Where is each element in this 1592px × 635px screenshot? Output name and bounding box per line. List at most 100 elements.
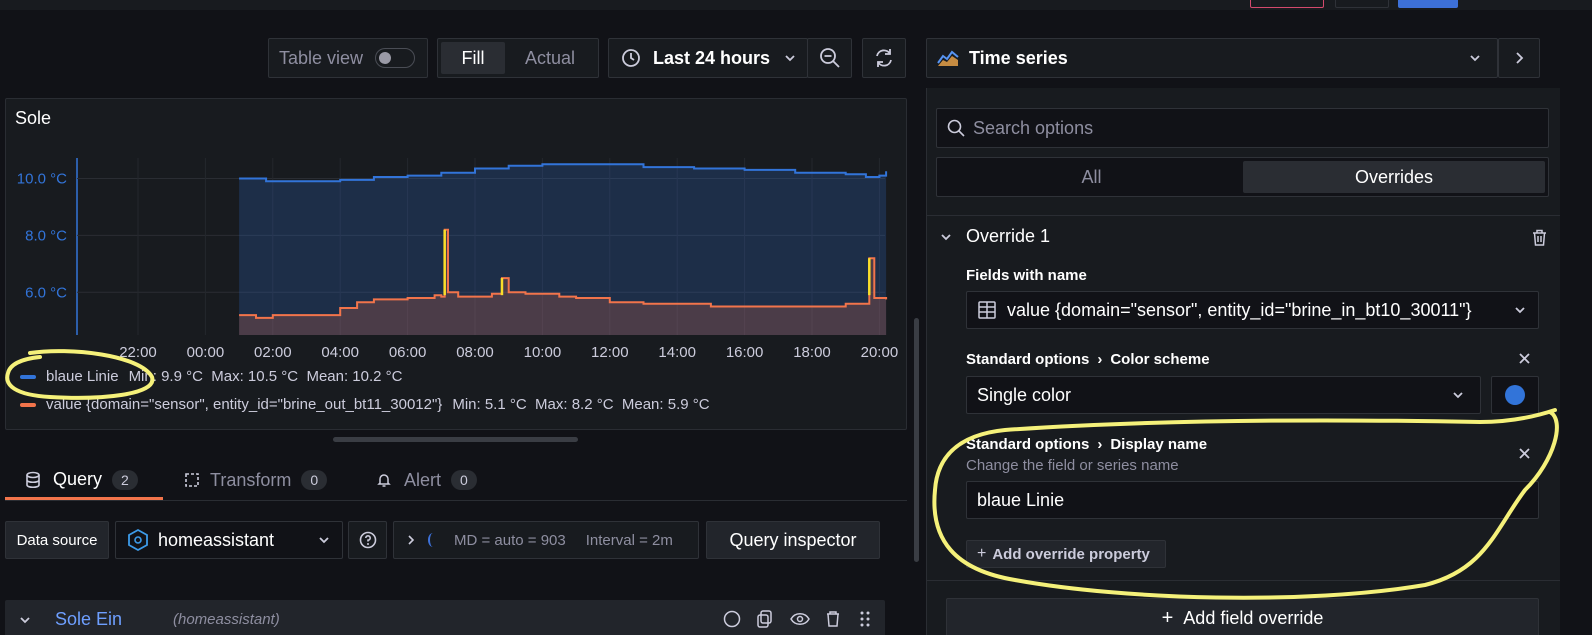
tab-alert[interactable]: Alert 0 — [376, 462, 477, 498]
tab-alert-label: Alert — [404, 469, 442, 490]
search-options-input[interactable]: Search options — [936, 108, 1549, 148]
x-tick-label: 10:00 — [524, 344, 562, 361]
bell-icon — [377, 474, 391, 487]
interval-text: Interval = 2m — [585, 531, 673, 549]
display-name-input[interactable]: blaue Linie — [966, 481, 1539, 519]
chevron-right-icon — [1516, 52, 1524, 64]
display-name-value: blaue Linie — [977, 489, 1065, 510]
tab-alert-count: 0 — [451, 470, 477, 490]
trash-icon[interactable] — [825, 610, 841, 628]
chevron-right-icon: › — [1097, 351, 1103, 368]
vertical-scrollbar[interactable] — [914, 318, 919, 562]
trash-icon[interactable] — [1532, 229, 1547, 246]
visualization-name: Time series — [969, 47, 1068, 68]
refresh-button[interactable] — [862, 38, 906, 78]
top-button-remnant-3[interactable] — [1398, 0, 1458, 8]
chevron-down-icon[interactable] — [19, 614, 31, 626]
color-picker-button[interactable] — [1491, 376, 1539, 414]
legend-item-1[interactable]: blaue Linie Min: 9.9 °C Max: 10.5 °C Mea… — [20, 368, 403, 385]
zoom-out-button[interactable] — [807, 38, 852, 78]
data-source-value: homeassistant — [158, 529, 275, 550]
chevron-down-icon — [1453, 392, 1463, 399]
tab-all[interactable]: All — [1081, 166, 1102, 187]
table-view-toggle[interactable]: Table view — [268, 38, 428, 78]
x-tick-label: 02:00 — [254, 344, 292, 361]
annotation-ellipse — [5, 349, 155, 400]
question-circle-icon[interactable] — [723, 610, 741, 628]
search-placeholder: Search options — [973, 117, 1094, 138]
data-source-picker[interactable]: homeassistant — [115, 521, 343, 559]
table-view-label: Table view — [279, 47, 364, 68]
loading-spinner-icon — [428, 533, 438, 547]
y-tick-label: 6.0 °C — [25, 284, 67, 301]
x-tick-label: 06:00 — [389, 344, 427, 361]
homeassistant-icon — [128, 528, 148, 552]
add-override-property-button[interactable]: + Add override property — [966, 540, 1166, 568]
chevron-right-icon — [408, 535, 415, 545]
actual-button[interactable]: Actual — [524, 47, 576, 68]
legend-color-swatch-blue — [20, 374, 36, 379]
color-scheme-select[interactable]: Single color — [966, 376, 1481, 414]
chevron-down-icon — [1470, 55, 1480, 62]
data-source-help-button[interactable] — [348, 521, 387, 559]
tab-transform-count: 0 — [301, 470, 328, 490]
legend-series-stats: Min: 5.1 °C Max: 8.2 °C Mean: 5.9 °C — [452, 396, 710, 413]
time-series-chart[interactable]: 10.0 °C 8.0 °C 6.0 °C 22:00 00:00 02:00 04:00… — [5, 140, 907, 365]
visualization-picker[interactable]: Time series — [926, 38, 1498, 78]
override-divider — [926, 580, 1560, 581]
collapse-options-button[interactable] — [1498, 38, 1540, 78]
legend-item-2[interactable]: value {domain="sensor", entity_id="brine… — [20, 396, 710, 413]
close-icon[interactable] — [1518, 352, 1531, 365]
legend-series-stats: Min: 9.9 °C Max: 10.5 °C Mean: 10.2 °C — [128, 368, 403, 385]
fields-with-name-select[interactable]: value {domain="sensor", entity_id="brine… — [966, 291, 1539, 329]
table-field-icon — [978, 301, 996, 319]
x-tick-label: 16:00 — [726, 344, 764, 361]
query-row-header[interactable]: Sole Ein (homeassistant) — [5, 600, 885, 635]
fill-button[interactable]: Fill — [441, 42, 505, 74]
transform-icon — [185, 473, 199, 487]
display-name-description: Change the field or series name — [966, 457, 1179, 474]
top-button-remnant-1[interactable] — [1250, 0, 1324, 8]
color-scheme-breadcrumb: Standard options › Color scheme — [966, 351, 1210, 368]
top-button-remnant-2[interactable] — [1335, 0, 1389, 8]
query-name[interactable]: Sole Ein — [55, 609, 123, 629]
time-range-picker[interactable]: Last 24 hours — [608, 38, 808, 78]
time-range-label: Last 24 hours — [653, 47, 771, 68]
tab-query-count: 2 — [112, 469, 138, 490]
annotation-freehand-loop — [932, 408, 1559, 600]
zoom-out-icon — [819, 48, 840, 68]
pane-splitter-handle[interactable] — [333, 437, 578, 442]
display-name-breadcrumb: Standard options › Display name — [966, 436, 1208, 453]
query-options-bar[interactable]: MD = auto = 903 Interval = 2m — [393, 521, 699, 559]
fields-with-name-label: Fields with name — [966, 267, 1087, 284]
copy-icon[interactable] — [757, 610, 773, 628]
drag-handle-icon[interactable] — [860, 610, 870, 628]
panel-sole — [5, 98, 907, 430]
chevron-down-icon[interactable] — [940, 231, 952, 243]
toggle-switch[interactable] — [375, 48, 416, 68]
eye-icon[interactable] — [790, 611, 810, 627]
chevron-down-icon — [785, 55, 795, 62]
x-tick-label: 22:00 — [119, 344, 157, 361]
series-line-2[interactable] — [239, 228, 888, 319]
tab-overrides[interactable]: Overrides — [1243, 161, 1545, 193]
tab-query-label: Query — [53, 469, 103, 489]
tab-query[interactable]: Query 2 — [5, 462, 163, 500]
series-line-1[interactable] — [239, 163, 888, 183]
override-title[interactable]: Override 1 — [966, 226, 1051, 246]
y-tick-label: 8.0 °C — [25, 227, 67, 244]
database-icon — [26, 471, 40, 488]
chevron-right-icon: › — [1097, 436, 1103, 453]
options-tab-group: All Overrides — [936, 157, 1549, 197]
query-inspector-button[interactable]: Query inspector — [706, 521, 880, 559]
panel-title: Sole — [15, 108, 52, 128]
time-series-icon — [937, 50, 959, 66]
close-icon[interactable] — [1518, 447, 1531, 460]
tab-transform[interactable]: Transform 0 — [184, 462, 328, 498]
y-tick-label: 10.0 °C — [17, 170, 67, 187]
clock-icon — [622, 49, 640, 67]
legend-color-swatch-orange — [20, 402, 36, 407]
data-source-label: Data source — [16, 531, 98, 549]
color-scheme-value: Single color — [977, 384, 1072, 405]
plus-icon: + — [1161, 606, 1174, 629]
